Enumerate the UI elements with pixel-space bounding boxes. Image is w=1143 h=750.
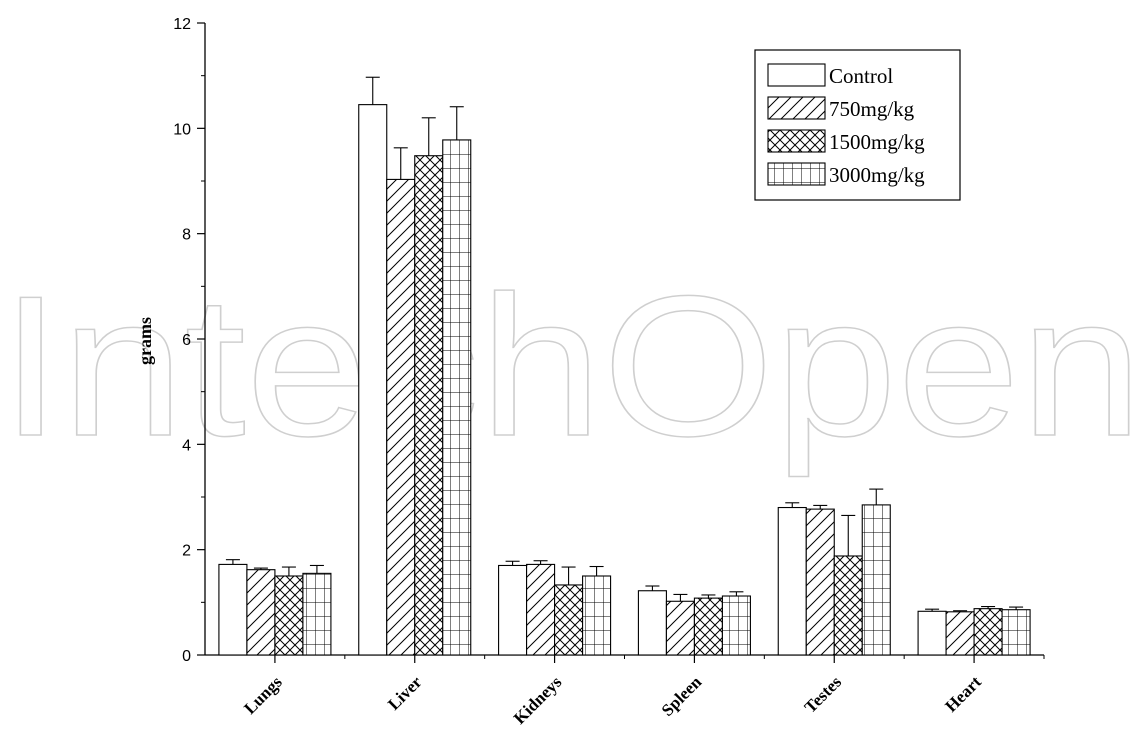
y-tick-label: 10 bbox=[173, 121, 191, 138]
bar bbox=[693, 597, 723, 656]
labels: Lungs Liver Kidneys Spleen Testes Heart bbox=[240, 672, 985, 728]
x-tick-label: Spleen bbox=[658, 672, 706, 720]
bar bbox=[302, 572, 332, 656]
bar bbox=[637, 590, 667, 656]
bar bbox=[721, 595, 751, 656]
y-axis-label: grams bbox=[135, 317, 155, 365]
x-tick-label: Testes bbox=[801, 672, 846, 717]
legend-swatch bbox=[767, 129, 826, 153]
bar bbox=[386, 178, 416, 656]
bar bbox=[1001, 609, 1031, 656]
bar bbox=[833, 555, 863, 656]
bar bbox=[526, 563, 556, 656]
bar bbox=[861, 504, 891, 656]
watermark: IntechOpen bbox=[0, 255, 1143, 478]
y-tick-label: 8 bbox=[182, 227, 191, 244]
y-tick-label: 2 bbox=[182, 543, 191, 560]
bar bbox=[358, 104, 388, 656]
y-tick-label: 6 bbox=[182, 332, 191, 349]
bar bbox=[582, 575, 612, 656]
legend-label: Control bbox=[829, 64, 893, 88]
legend-label: 750mg/kg bbox=[829, 97, 915, 121]
bar bbox=[246, 569, 276, 656]
legend-swatch bbox=[767, 96, 826, 120]
bar bbox=[554, 584, 584, 656]
bars bbox=[218, 76, 1031, 656]
x-tick-label: Liver bbox=[384, 672, 426, 714]
x-tick-label: Heart bbox=[941, 672, 985, 716]
bar bbox=[917, 610, 947, 656]
bar bbox=[805, 508, 835, 656]
bar bbox=[498, 564, 528, 656]
axes: 0 2 4 6 8 10 12 bbox=[173, 16, 1045, 665]
x-tick-label: Kidneys bbox=[510, 672, 566, 728]
bar bbox=[442, 139, 472, 656]
x-tick-label: Lungs bbox=[240, 672, 286, 718]
bar bbox=[945, 611, 975, 656]
legend-swatch bbox=[767, 63, 826, 87]
bar bbox=[777, 506, 807, 656]
y-tick-label: 0 bbox=[182, 648, 191, 665]
legend: Control 750mg/kg 1500mg/kg 3000mg/kg bbox=[754, 49, 961, 201]
legend-label: 3000mg/kg bbox=[829, 163, 925, 187]
bar bbox=[665, 600, 695, 656]
bar bbox=[973, 608, 1003, 656]
bar bbox=[274, 575, 304, 656]
bar bbox=[218, 563, 248, 656]
legend-label: 1500mg/kg bbox=[829, 130, 925, 154]
bar bbox=[414, 155, 444, 656]
legend-swatch bbox=[767, 162, 826, 186]
y-tick-label: 4 bbox=[182, 437, 191, 454]
y-tick-label: 12 bbox=[173, 16, 191, 33]
